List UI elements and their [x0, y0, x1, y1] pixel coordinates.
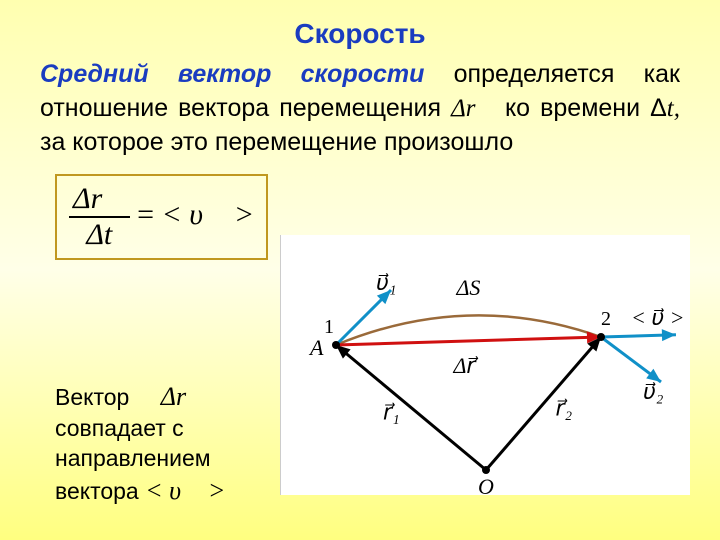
equals: =	[137, 198, 161, 231]
rhs: < υ⃗ >	[162, 198, 255, 231]
svg-text:ΔS: ΔS	[456, 275, 481, 300]
denominator: Δt	[69, 218, 130, 252]
diagram-svg: O A1 2 ΔS r⃗₁ r⃗₂ Δr⃗ υ⃗₁ υ⃗₂ < υ⃗ >	[281, 235, 691, 495]
svg-text:υ⃗₂: υ⃗₂	[643, 379, 664, 404]
note-line1: Вектор	[55, 384, 129, 410]
slide-title: Скорость	[0, 0, 720, 50]
title-text: Скорость	[294, 18, 425, 49]
svg-text:r⃗₁: r⃗₁	[383, 400, 400, 425]
svg-text:O: O	[478, 474, 494, 495]
svg-text:υ⃗₁: υ⃗₁	[376, 270, 396, 295]
direction-note: Вектор Δr⃗ совпадает с направлением вект…	[55, 380, 260, 507]
svg-text:1: 1	[324, 316, 334, 338]
svg-text:2: 2	[601, 308, 611, 330]
fraction: Δr⃗ Δt	[69, 182, 130, 252]
svg-text:Δr⃗: Δr⃗	[453, 353, 479, 378]
lead-phrase: Средний вектор скорости	[40, 60, 424, 88]
note-v: < υ⃗ >	[145, 476, 225, 505]
svg-text:r⃗₂: r⃗₂	[556, 396, 573, 421]
inline-t: t,	[667, 95, 680, 122]
para-rest2: ко времени Δ	[505, 94, 667, 122]
formula-box: Δr⃗ Δt = < υ⃗ >	[55, 174, 268, 260]
vector-diagram: O A1 2 ΔS r⃗₁ r⃗₂ Δr⃗ υ⃗₁ υ⃗₂ < υ⃗ >	[280, 235, 690, 495]
svg-text:A: A	[308, 335, 324, 360]
svg-text:< υ⃗ >: < υ⃗ >	[631, 305, 684, 330]
note-dr: Δr⃗	[161, 382, 207, 411]
definition-paragraph: Средний вектор скорости определяется как…	[0, 50, 720, 159]
inline-delta-r: Δr⃗	[451, 95, 495, 122]
numerator: Δr⃗	[69, 182, 130, 218]
para-rest3: за которое это перемещение произошло	[40, 128, 513, 156]
